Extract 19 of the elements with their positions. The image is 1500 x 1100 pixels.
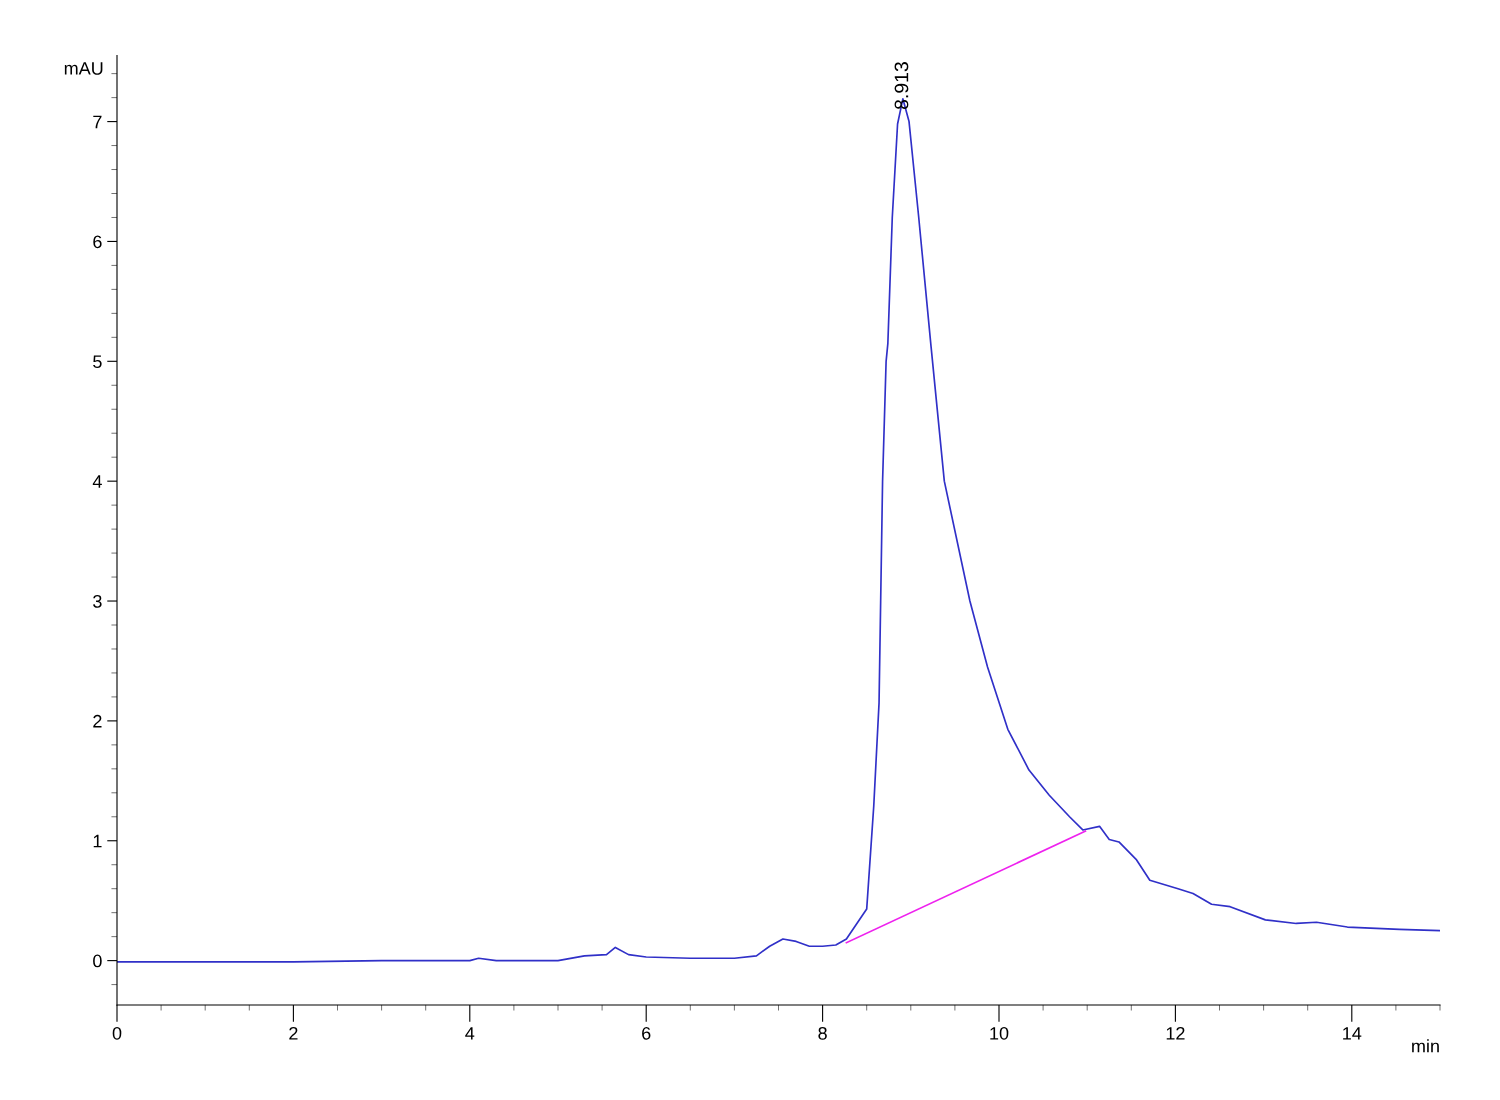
x-tick-label: 2 [289,1026,298,1040]
y-tick-label: 4 [92,475,102,488]
y-tick-label: 6 [93,235,102,249]
y-axis-title: mAU [64,62,103,75]
y-tick-label: 1 [93,834,102,848]
y-tick-label: 5 [93,355,102,369]
x-tick-label: 4 [465,1027,475,1040]
y-tick-label: 7 [93,115,102,129]
x-tick-label: 14 [1343,1027,1362,1040]
x-tick-label: 6 [642,1026,651,1040]
y-tick-label: 0 [93,954,102,968]
x-tick-label: 12 [1166,1026,1185,1040]
y-tick-label: 2 [93,714,102,728]
x-tick-label: 10 [990,1026,1009,1040]
annotation: 8.913 [894,62,909,110]
x-axis-title: min [1412,1039,1439,1053]
x-tick-label: 8 [818,1026,827,1040]
y-tick-label: 3 [93,594,102,608]
x-tick-label: 0 [112,1026,122,1040]
